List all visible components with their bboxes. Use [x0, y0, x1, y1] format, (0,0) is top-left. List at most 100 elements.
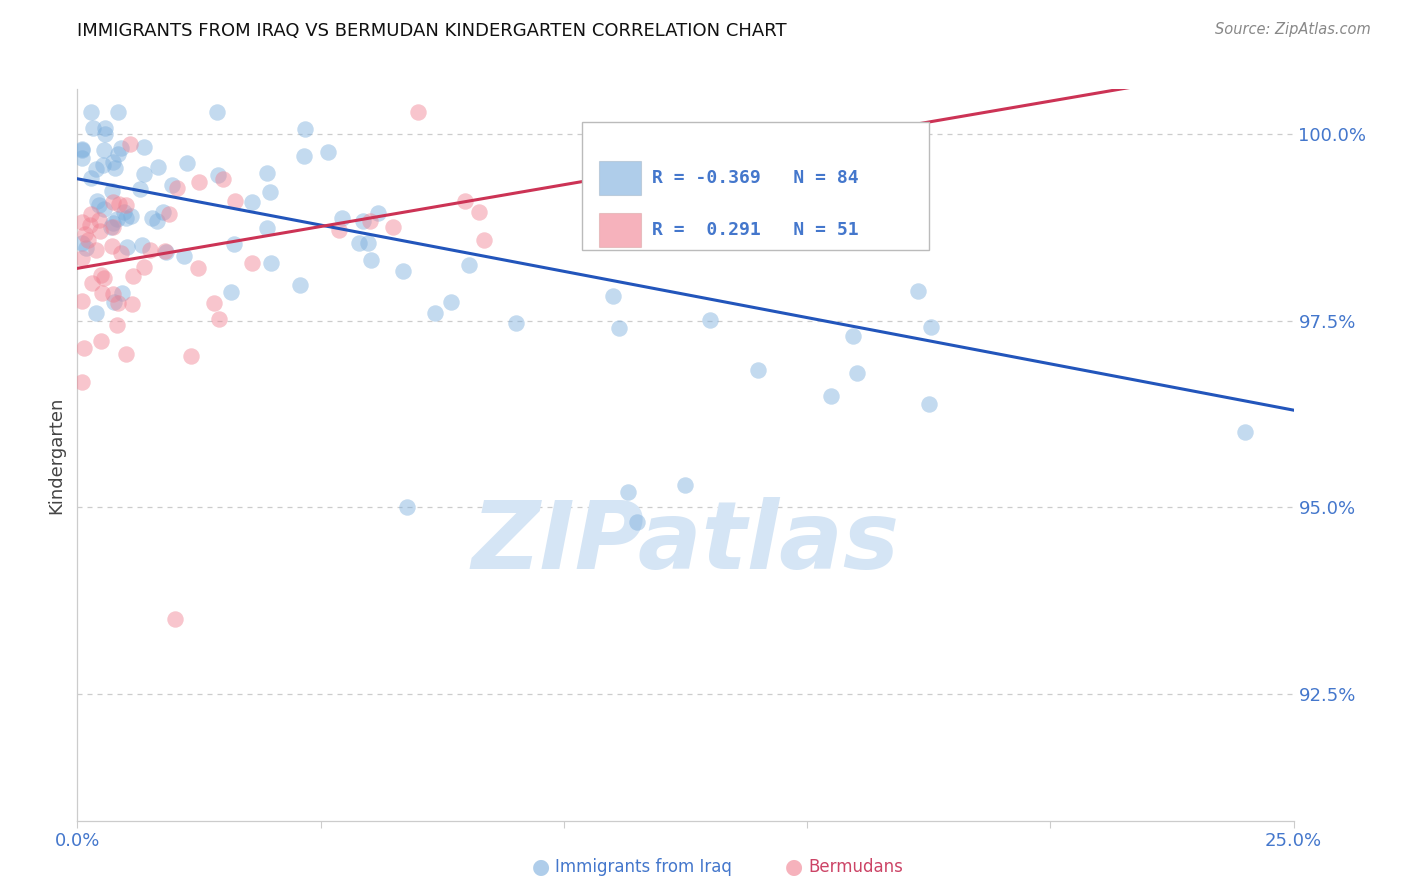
Text: R =  0.291   N = 51: R = 0.291 N = 51: [652, 220, 859, 239]
Y-axis label: Kindergarten: Kindergarten: [48, 396, 66, 514]
Point: [104, 161, 127, 175]
Point: [105, 211, 128, 226]
Point: [607, 321, 630, 335]
Point: [103, 294, 125, 309]
Point: [114, 347, 136, 361]
Point: [330, 211, 353, 226]
Point: [256, 220, 278, 235]
Point: [93, 202, 115, 216]
Point: [93, 271, 115, 285]
Point: [423, 306, 446, 320]
Point: [406, 105, 429, 120]
Point: [188, 175, 211, 189]
Point: [108, 197, 131, 211]
Text: Source: ZipAtlas.com: Source: ZipAtlas.com: [1215, 22, 1371, 37]
Point: [820, 388, 842, 402]
Point: [180, 349, 202, 363]
Point: [173, 249, 195, 263]
Point: [101, 194, 124, 209]
Point: [176, 156, 198, 170]
Point: [80, 276, 103, 290]
Point: [101, 184, 124, 198]
Point: [110, 245, 132, 260]
Point: [240, 195, 263, 210]
Point: [90, 268, 112, 282]
Point: [84, 306, 107, 320]
Point: [356, 235, 378, 250]
Point: [381, 219, 404, 234]
Point: [505, 316, 527, 330]
Point: [90, 334, 112, 348]
Point: [122, 269, 145, 284]
Point: [207, 105, 229, 120]
Point: [70, 215, 93, 229]
Point: [120, 209, 142, 223]
Point: [920, 319, 942, 334]
Point: [139, 244, 162, 258]
Point: [907, 284, 929, 298]
Text: ZIPatlas: ZIPatlas: [471, 497, 900, 589]
Point: [115, 240, 138, 254]
Point: [93, 120, 115, 135]
Point: [110, 141, 132, 155]
Point: [626, 515, 648, 529]
Point: [202, 296, 225, 310]
Point: [103, 216, 125, 230]
Text: ●: ●: [533, 857, 550, 877]
Text: Bermudans: Bermudans: [808, 858, 903, 876]
Point: [101, 155, 124, 169]
Point: [70, 235, 93, 250]
Point: [132, 260, 155, 274]
Point: [146, 214, 169, 228]
Point: [187, 260, 209, 275]
Point: [94, 127, 117, 141]
Point: [79, 219, 101, 233]
Point: [70, 143, 93, 157]
Point: [90, 286, 112, 301]
Point: [212, 172, 235, 186]
Point: [84, 161, 107, 176]
Point: [472, 233, 495, 247]
Point: [148, 160, 170, 174]
Point: [105, 318, 128, 333]
Point: [396, 500, 419, 515]
Point: [100, 219, 122, 234]
Point: [132, 167, 155, 181]
Point: [141, 211, 163, 225]
Point: [75, 227, 97, 241]
Point: [846, 366, 869, 380]
Point: [240, 256, 263, 270]
Point: [115, 198, 138, 212]
Point: [111, 285, 134, 300]
Point: [294, 122, 316, 136]
Point: [328, 223, 350, 237]
Point: [80, 171, 103, 186]
Point: [131, 237, 153, 252]
Point: [675, 477, 697, 491]
Point: [219, 285, 242, 299]
Point: [70, 376, 93, 390]
Point: [259, 185, 281, 199]
Text: ●: ●: [786, 857, 803, 877]
Point: [367, 205, 389, 219]
Point: [841, 329, 863, 343]
Point: [121, 297, 143, 311]
Point: [70, 293, 93, 308]
Point: [347, 235, 370, 250]
Point: [617, 485, 640, 500]
Point: [699, 313, 721, 327]
Point: [107, 105, 129, 120]
Point: [440, 294, 463, 309]
Point: [82, 120, 104, 135]
Point: [157, 207, 180, 221]
Point: [260, 256, 283, 270]
Point: [107, 146, 129, 161]
Point: [453, 194, 475, 208]
Point: [166, 180, 188, 194]
Point: [77, 233, 100, 247]
Point: [80, 104, 103, 119]
Point: [70, 251, 93, 265]
Point: [747, 362, 769, 376]
Text: IMMIGRANTS FROM IRAQ VS BERMUDAN KINDERGARTEN CORRELATION CHART: IMMIGRANTS FROM IRAQ VS BERMUDAN KINDERG…: [77, 22, 787, 40]
Point: [292, 149, 315, 163]
